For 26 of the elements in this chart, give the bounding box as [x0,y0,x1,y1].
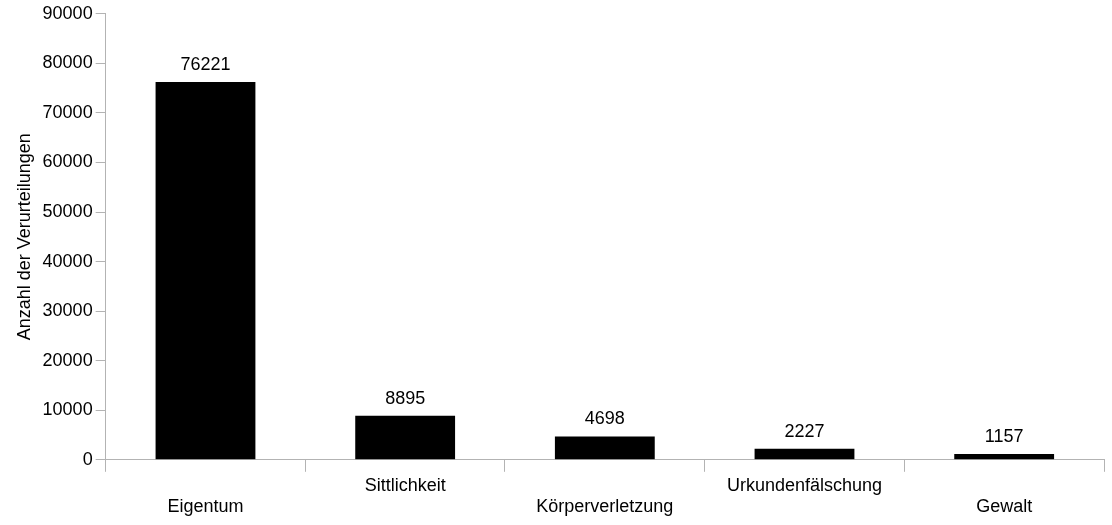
data-label: 8895 [385,387,426,408]
x-tick-label: Urkundenfälschung [726,474,883,495]
x-tick-label: Sittlichkeit [364,474,446,495]
bar [954,454,1055,460]
bar [355,415,456,460]
y-tick-label: 60000 [42,151,93,172]
x-tick-label: Körperverletzung [536,496,674,517]
data-label: 76221 [180,54,231,75]
y-tick-label: 0 [82,448,93,469]
y-tick-label: 90000 [42,2,93,23]
y-tick-label: 40000 [42,250,93,271]
bar [754,448,855,460]
y-tick-label: 10000 [42,399,93,420]
bar [155,82,256,460]
y-tick-label: 20000 [42,349,93,370]
data-label: 4698 [584,408,625,429]
y-tick-label: 30000 [42,300,93,321]
x-tick-label: Gewalt [976,496,1033,517]
y-axis-title: Anzahl der Verurteilungen [13,133,34,341]
bar [554,436,655,460]
y-tick-label: 80000 [42,52,93,73]
data-label: 2227 [784,420,825,441]
x-tick-label: Eigentum [167,496,244,517]
y-tick-label: 70000 [42,101,93,122]
data-label: 1157 [984,426,1024,447]
y-tick-label: 50000 [42,200,93,221]
